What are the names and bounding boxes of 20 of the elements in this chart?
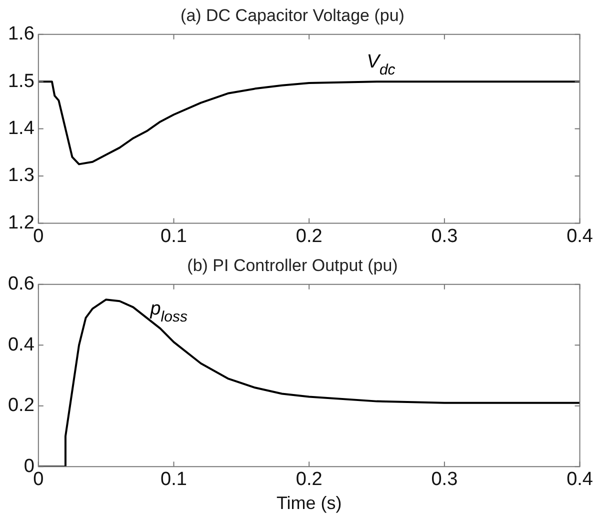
y-tick-label: 0.6 (8, 274, 34, 295)
x-axis-title: Time (s) (276, 493, 342, 514)
y-tick-label: 1.2 (8, 212, 34, 234)
y-tick-label: 1.4 (8, 118, 35, 140)
x-tick-label: 0.2 (296, 469, 322, 490)
y-tick-label: 1.5 (8, 70, 34, 92)
y-tick-label: 0.4 (8, 334, 35, 356)
x-tick-label: 0.1 (160, 226, 187, 247)
x-tick-label: 0.1 (160, 469, 187, 490)
x-tick-label: 0.3 (431, 226, 458, 247)
y-tick-label: 0 (24, 456, 34, 477)
y-tick-label: 1.3 (8, 165, 34, 186)
y-tick-label: 1.6 (8, 24, 34, 45)
x-tick-label: 0.3 (431, 469, 458, 490)
chart-title: (b) PI Controller Output (pu) (187, 256, 398, 275)
y-tick-label: 0.2 (8, 395, 34, 416)
x-tick-label: 0.4 (566, 469, 594, 490)
x-tick-label: 0.4 (566, 226, 594, 247)
x-tick-label: 0.2 (296, 226, 322, 247)
chart-title: (a) DC Capacitor Voltage (pu) (180, 6, 404, 25)
